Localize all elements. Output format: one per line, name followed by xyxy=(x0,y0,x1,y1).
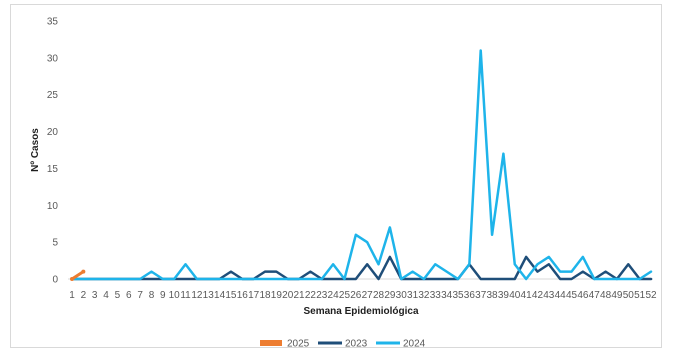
x-tick-label: 12 xyxy=(191,290,203,301)
x-tick-label: 49 xyxy=(611,290,623,301)
y-tick-label: 0 xyxy=(52,275,58,286)
series-line-2025 xyxy=(70,270,85,281)
y-tick-label: 5 xyxy=(52,238,58,249)
x-tick-label: 46 xyxy=(577,290,589,301)
y-tick-label: 10 xyxy=(47,201,59,212)
x-tick-label: 26 xyxy=(350,290,362,301)
x-tick-label: 1 xyxy=(69,290,75,301)
x-tick-label: 45 xyxy=(566,290,578,301)
x-tick-label: 48 xyxy=(600,290,612,301)
x-tick-label: 4 xyxy=(103,290,109,301)
series-point-2025 xyxy=(81,269,86,274)
x-tick-label: 29 xyxy=(384,290,396,301)
x-tick-label: 2 xyxy=(81,290,87,301)
x-tick-label: 13 xyxy=(203,290,215,301)
x-tick-label: 47 xyxy=(589,290,601,301)
x-tick-label: 30 xyxy=(396,290,408,301)
x-tick-label: 9 xyxy=(160,290,166,301)
legend: 2025 2023 2024 xyxy=(260,339,426,350)
y-tick-label: 20 xyxy=(47,127,59,138)
x-tick-label: 22 xyxy=(305,290,317,301)
x-tick-label: 23 xyxy=(316,290,328,301)
x-tick-label: 32 xyxy=(418,290,430,301)
x-tick-label: 52 xyxy=(645,290,657,301)
x-tick-label: 33 xyxy=(430,290,442,301)
x-tick-label: 43 xyxy=(543,290,555,301)
x-tick-label: 11 xyxy=(180,290,191,301)
legend-swatch-2025 xyxy=(260,340,282,346)
x-tick-label: 18 xyxy=(259,290,271,301)
x-tick-label: 8 xyxy=(149,290,155,301)
legend-label-2023: 2023 xyxy=(345,339,368,350)
x-tick-label: 6 xyxy=(126,290,132,301)
x-tick-label: 15 xyxy=(225,290,237,301)
x-tick-label: 37 xyxy=(475,290,487,301)
x-tick-label: 41 xyxy=(521,290,533,301)
x-tick-label: 50 xyxy=(623,290,635,301)
x-tick-label: 16 xyxy=(237,290,249,301)
x-tick-label: 5 xyxy=(115,290,121,301)
y-axis-title: Nº Casos xyxy=(30,128,41,172)
x-axis-title: Semana Epidemiológica xyxy=(303,306,418,317)
series-lines xyxy=(70,49,653,281)
x-tick-label: 34 xyxy=(441,290,453,301)
y-tick-label: 25 xyxy=(47,90,59,101)
series-point-2025 xyxy=(70,277,74,281)
x-tick-label: 14 xyxy=(214,290,226,301)
x-tick-label: 38 xyxy=(486,290,498,301)
x-axis-ticks: 1 2 3 4 5 6 7 8 9 10 11 12 13 14 15 16 17 18 19 20 21 22 23 24 2… xyxy=(69,290,657,301)
x-tick-label: 10 xyxy=(169,290,181,301)
x-tick-label: 27 xyxy=(362,290,374,301)
x-tick-label: 17 xyxy=(248,290,260,301)
x-tick-label: 25 xyxy=(339,290,351,301)
x-tick-label: 44 xyxy=(555,290,567,301)
legend-label-2025: 2025 xyxy=(287,339,310,350)
y-axis-ticks: 0 5 10 15 20 25 30 35 xyxy=(47,17,59,286)
x-tick-label: 51 xyxy=(634,290,646,301)
x-tick-label: 42 xyxy=(532,290,544,301)
chart-frame xyxy=(10,4,662,348)
x-tick-label: 24 xyxy=(328,290,340,301)
x-tick-label: 35 xyxy=(452,290,464,301)
series-line-2024 xyxy=(70,49,653,281)
x-tick-label: 40 xyxy=(509,290,521,301)
x-tick-label: 36 xyxy=(464,290,476,301)
x-tick-label: 21 xyxy=(293,290,305,301)
x-tick-label: 19 xyxy=(271,290,283,301)
y-tick-label: 15 xyxy=(47,164,59,175)
x-tick-label: 28 xyxy=(373,290,385,301)
x-tick-label: 39 xyxy=(498,290,510,301)
y-tick-label: 30 xyxy=(47,53,59,64)
x-tick-label: 3 xyxy=(92,290,98,301)
x-tick-label: 20 xyxy=(282,290,294,301)
legend-label-2024: 2024 xyxy=(403,339,426,350)
y-tick-label: 35 xyxy=(47,17,59,28)
x-tick-label: 31 xyxy=(407,290,419,301)
x-tick-label: 7 xyxy=(137,290,143,301)
